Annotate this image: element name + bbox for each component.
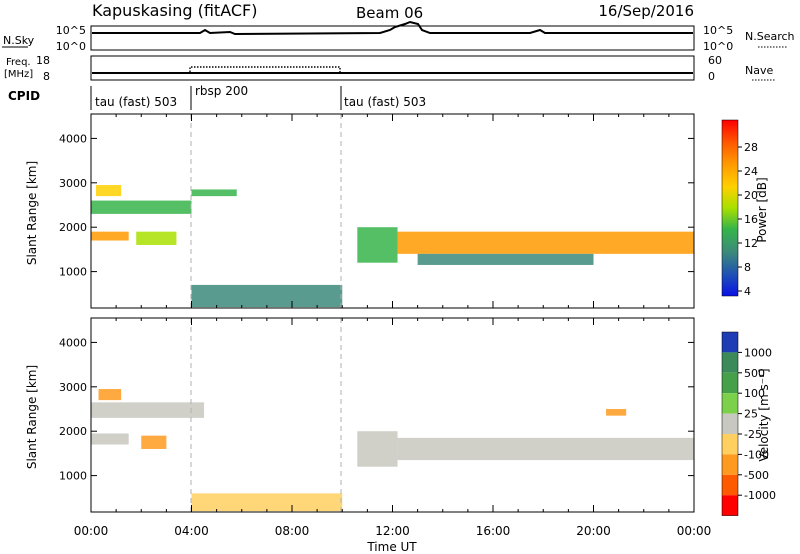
y-tick-label: 2000 (59, 221, 87, 234)
colorbar-swatch (722, 474, 738, 496)
power-colorbar (721, 119, 739, 297)
freq-strip: Freq. [MHz] 18 8 60 0 Nave (4, 54, 776, 83)
power-colorbar-ticks: 28 24 20 16 12 8 4 (738, 141, 758, 298)
velocity-ylabel: Slant Range [km] (25, 365, 39, 469)
colorbar-swatch (722, 413, 738, 434)
power-y-ticks: 1000 2000 3000 4000 (59, 114, 695, 308)
data-cell (357, 431, 398, 467)
colorbar-tick-label: 25 (744, 408, 758, 421)
data-cell (141, 435, 167, 449)
x-tick-label: 16:00 (476, 524, 511, 538)
freq-label-2: [MHz] (4, 69, 33, 80)
colorbar-tick-label: 1000 (744, 346, 772, 359)
data-cell (91, 200, 192, 214)
beam-title: Beam 06 (356, 4, 423, 22)
nsky-trace (92, 20, 693, 36)
data-cell (136, 231, 177, 245)
x-tick-label: 00:00 (74, 524, 109, 538)
velocity-y-ticks: 1000 2000 3000 4000 (59, 318, 695, 512)
cpid-segment-1: tau (fast) 503 (95, 95, 177, 109)
colorbar-tick-label: -100 (744, 448, 769, 461)
data-cell (191, 284, 343, 308)
colorbar-tick-label: 4 (744, 285, 751, 298)
colorbar-swatch (722, 332, 738, 353)
nsearch-label: N.Search (745, 30, 795, 43)
velocity-cells (91, 389, 694, 512)
colorbar-tick-label: 28 (744, 141, 758, 154)
data-cell (397, 437, 694, 461)
x-tick-label: 12:00 (375, 524, 410, 538)
y-tick-label: 1000 (59, 266, 87, 279)
data-cell (357, 227, 398, 263)
nsearch-tick-bottom: 10^0 (703, 40, 733, 53)
colorbar-tick-label: -1000 (744, 489, 776, 502)
cpid-segment-3: tau (fast) 503 (344, 95, 426, 109)
data-cell (191, 189, 237, 197)
y-tick-label: 3000 (59, 177, 87, 190)
x-tick-label: 20:00 (576, 524, 611, 538)
y-tick-label: 2000 (59, 425, 87, 438)
cpid-label: CPID (8, 89, 40, 103)
nave-tick-top: 60 (708, 54, 722, 67)
power-cells (91, 185, 694, 308)
data-cell (606, 409, 627, 416)
data-cell (417, 253, 594, 265)
colorbar-swatch (722, 454, 738, 475)
x-ticks: 00:00 04:00 08:00 12:00 16:00 20:00 00:00 (74, 524, 712, 538)
nsearch-tick-top: 10^5 (703, 24, 733, 37)
x-tick-label: 08:00 (275, 524, 310, 538)
colorbar-swatch (722, 495, 738, 516)
cpid-row: CPID tau (fast) 503 rbsp 200 tau (fast) … (8, 84, 426, 110)
nsky-strip: N.Sky 10^5 10^0 10^5 10^0 N.Search (2, 20, 795, 53)
data-cell (191, 493, 343, 512)
nave-label: Nave (745, 64, 773, 77)
y-tick-label: 1000 (59, 470, 87, 483)
velocity-colorbar-ticks: 1000 500 100 25 -25 -100 -500 -1000 (738, 346, 776, 502)
colorbar-tick-label: 20 (744, 189, 758, 202)
colorbar-tick-label: -25 (744, 428, 762, 441)
x-tick-label: 00:00 (677, 524, 712, 538)
station-title: Kapuskasing (fitACF) (92, 1, 257, 20)
data-cell (397, 231, 694, 254)
colorbar-tick-label: 8 (744, 261, 751, 274)
nave-trace (92, 66, 693, 74)
colorbar-tick-label: 16 (744, 213, 758, 226)
data-cell (91, 433, 129, 445)
power-colorbar-label: Power [dB] (755, 177, 769, 242)
nsky-tick-top: 10^5 (56, 24, 86, 37)
velocity-colorbar-label: Velocity [m s⁻¹] (757, 368, 771, 461)
velocity-panel: 1000 2000 3000 4000 Slant Range [km] 1000 50… (25, 317, 776, 554)
freq-tick-top: 18 (36, 54, 50, 67)
colorbar-swatch (722, 434, 738, 455)
colorbar-tick-label: 500 (744, 367, 765, 380)
colorbar-tick-label: 100 (744, 387, 765, 400)
data-cell (91, 402, 205, 418)
x-axis-label: Time UT (366, 540, 417, 554)
nsky-label: N.Sky (3, 34, 35, 47)
freq-tick-bottom: 8 (43, 70, 50, 83)
colorbar-tick-label: 24 (744, 165, 758, 178)
cpid-segment-2: rbsp 200 (195, 84, 248, 98)
y-tick-label: 3000 (59, 381, 87, 394)
date-title: 16/Sep/2016 (598, 2, 694, 20)
y-tick-label: 4000 (59, 132, 87, 145)
velocity-colorbar (721, 331, 739, 516)
power-panel: 1000 2000 3000 4000 Slant Range [km] 28 24 20… (25, 113, 769, 309)
freq-label-1: Freq. (6, 57, 31, 68)
colorbar-swatch (722, 372, 738, 394)
colorbar-tick-label: 12 (744, 237, 758, 250)
colorbar-swatch (722, 352, 738, 373)
power-ylabel: Slant Range [km] (25, 161, 39, 265)
nave-tick-bottom: 0 (708, 70, 715, 83)
data-cell (98, 389, 122, 401)
colorbar-swatch (722, 393, 738, 414)
nsky-tick-bottom: 10^0 (56, 40, 86, 53)
y-tick-label: 4000 (59, 336, 87, 349)
x-tick-label: 04:00 (174, 524, 209, 538)
data-cell (91, 231, 129, 241)
colorbar-tick-label: -500 (744, 469, 769, 482)
data-cell (96, 185, 122, 197)
